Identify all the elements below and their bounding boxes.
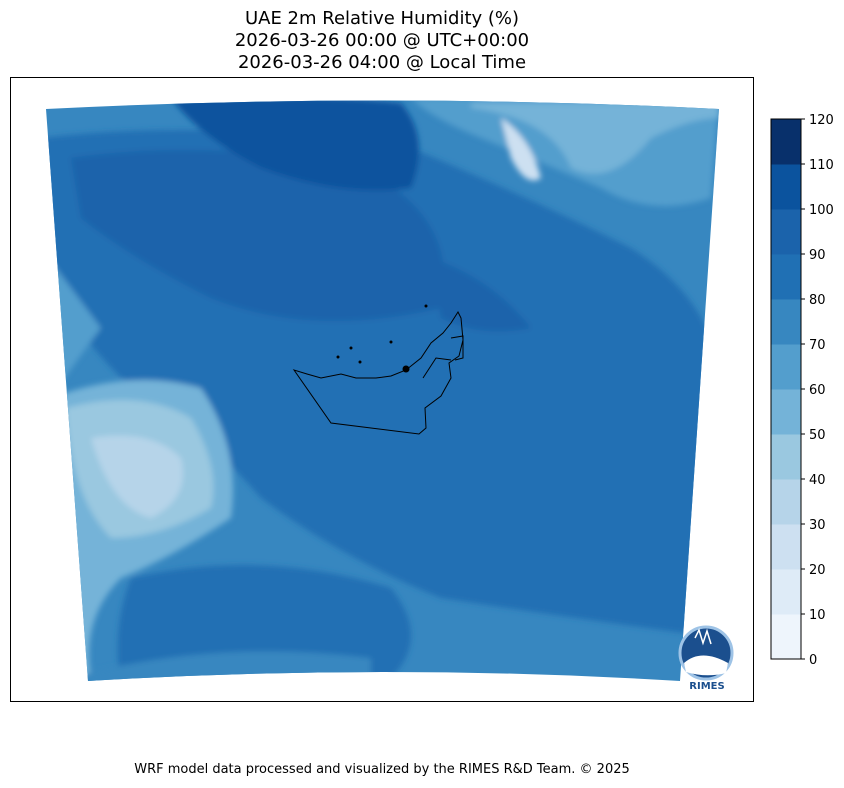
colorbar-bin-80-90 — [771, 254, 801, 300]
map-frame: RIMES — [10, 77, 754, 702]
field-zone-30-40 — [91, 435, 183, 518]
colorbar-bin-100-110 — [771, 164, 801, 210]
colorbar-bin-0-10 — [771, 614, 801, 660]
field-zone-20-30 — [501, 118, 541, 181]
colorbar-tick-label: 120 — [809, 113, 834, 128]
rimes-logo: RIMES — [678, 625, 734, 692]
colorbar-tick-label: 30 — [809, 518, 826, 533]
colorbar-tick-label: 50 — [809, 428, 826, 443]
colorbar-bin-10-20 — [771, 569, 801, 615]
humidity-map: RIMES — [46, 100, 734, 692]
colorbar-tick-label: 10 — [809, 608, 826, 623]
colorbar-tick-label: 110 — [809, 158, 834, 173]
colorbar-tick-label: 20 — [809, 563, 826, 578]
field-zone-100-110 — [171, 100, 419, 191]
colorbar-bin-110-120 — [771, 119, 801, 165]
humidity-field — [46, 100, 719, 681]
colorbar-tick-label: 70 — [809, 338, 826, 353]
chart-title-local-time: 2026-03-26 04:00 @ Local Time — [237, 52, 527, 73]
colorbar-bin-90-100 — [771, 209, 801, 255]
chart-title-utc-time: 2026-03-26 00:00 @ UTC+00:00 — [234, 30, 530, 51]
colorbar-bin-20-30 — [771, 524, 801, 570]
colorbar-bin-60-70 — [771, 344, 801, 390]
colorbar-bin-40-50 — [771, 434, 801, 480]
field-zone-90-100 — [71, 150, 445, 321]
colorbar-bin-30-40 — [771, 479, 801, 525]
colorbar-tick-label: 60 — [809, 383, 826, 398]
colorbar-tick-label: 0 — [809, 653, 817, 668]
logo-text: RIMES — [689, 681, 724, 692]
footer-credit: WRF model data processed and visualized … — [134, 762, 630, 777]
colorbar-bin-70-80 — [771, 299, 801, 345]
colorbar-tick-label: 100 — [809, 203, 834, 218]
colorbar-tick-label: 90 — [809, 248, 826, 263]
colorbar: 0 10 20 30 40 50 60 70 80 90 100 110 120 — [770, 113, 834, 668]
colorbar-bin-50-60 — [771, 389, 801, 435]
uae-boundary — [292, 304, 464, 435]
colorbar-tick-label: 40 — [809, 473, 826, 488]
field-zone-gulf-east — [431, 258, 531, 332]
field-zone-north-dry — [471, 103, 719, 174]
colorbar-tick-label: 80 — [809, 293, 826, 308]
chart-title-line1: UAE 2m Relative Humidity (%) — [244, 8, 520, 29]
